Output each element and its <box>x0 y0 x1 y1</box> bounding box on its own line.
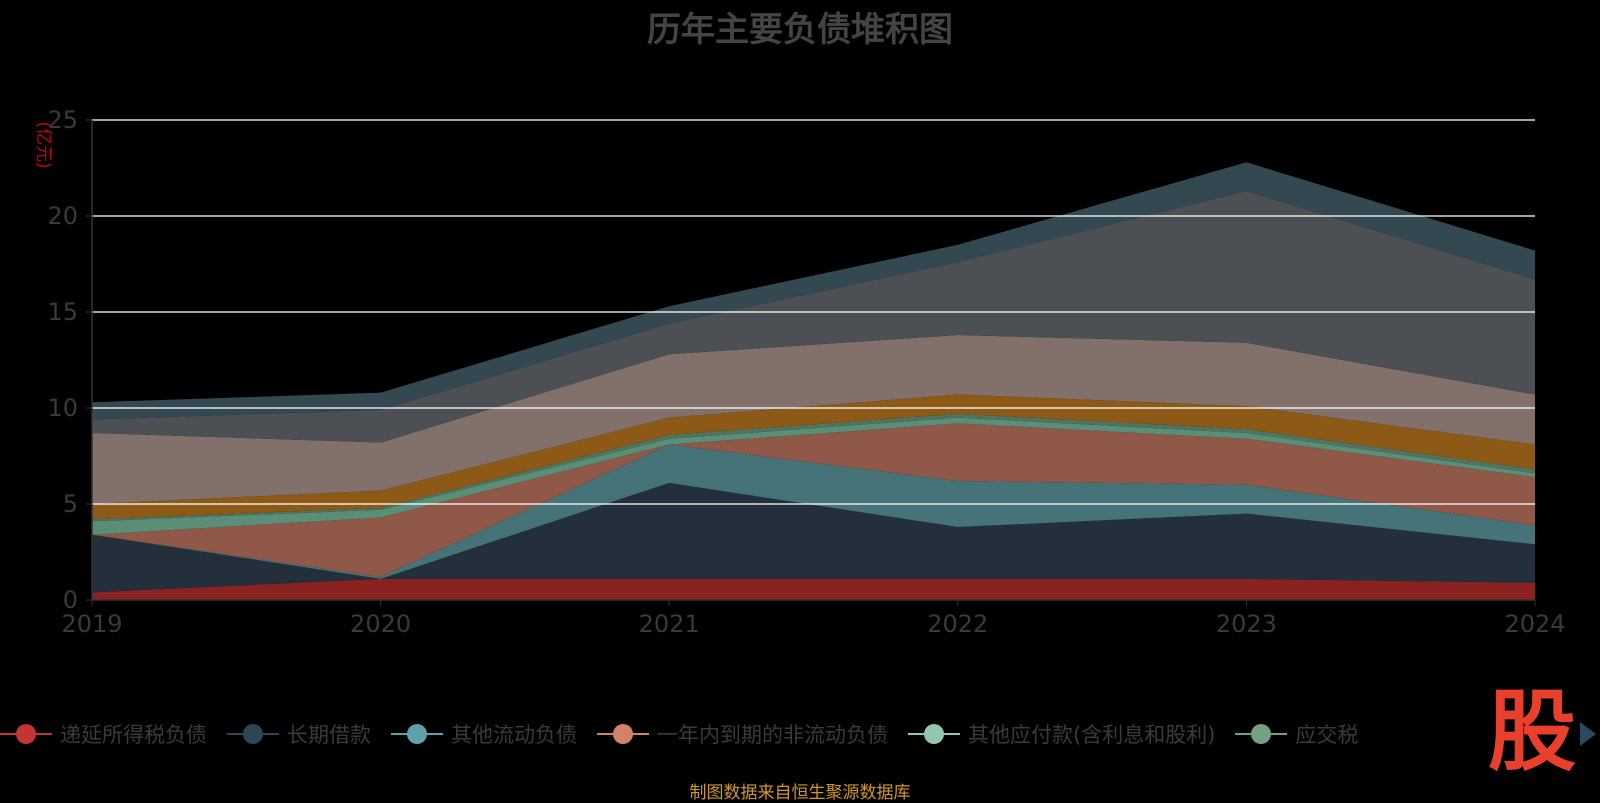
y-tick-label-5: 5 <box>63 490 78 518</box>
y-tick-label-10: 10 <box>47 394 78 422</box>
area-series-4[interactable] <box>92 417 1535 535</box>
area-series-9[interactable] <box>92 162 1535 420</box>
y-tick-label-20: 20 <box>47 202 78 230</box>
axes: 0 5 10 15 20 25 2019 2020 2021 2022 2023 2024 <box>47 106 1565 638</box>
stock-logo: 股 <box>1488 680 1577 783</box>
y-tick-label-15: 15 <box>47 298 78 326</box>
legend-marker-icon <box>391 724 443 744</box>
legend-label: 递延所得税负债 <box>60 723 207 747</box>
legend: 递延所得税负债 长期借款 其他流动负债 一年内到期的非流动负债 其他应付款(含利息和股利… <box>0 716 1480 752</box>
legend-next-page-arrow[interactable] <box>1580 722 1596 746</box>
area-series-1[interactable] <box>92 482 1535 593</box>
legend-label: 应交税 <box>1295 723 1359 747</box>
area-series-3[interactable] <box>92 423 1535 577</box>
area-series-group <box>92 162 1535 600</box>
legend-item-1[interactable]: 长期借款 <box>227 716 371 752</box>
legend-item-2[interactable]: 其他流动负债 <box>391 716 577 752</box>
x-tick-label-2023: 2023 <box>1216 610 1277 638</box>
legend-label: 一年内到期的非流动负债 <box>657 723 888 747</box>
x-tick-label-2021: 2021 <box>639 610 700 638</box>
legend-marker-icon <box>908 724 960 744</box>
y-tick-label-0: 0 <box>63 586 78 614</box>
legend-marker-icon <box>1235 724 1288 744</box>
area-series-2[interactable] <box>92 444 1535 579</box>
gridlines <box>92 119 1535 505</box>
area-series-8[interactable] <box>92 191 1535 443</box>
legend-marker-icon <box>0 724 52 744</box>
chart-title: 历年主要负债堆积图 <box>647 10 953 50</box>
legend-label: 其他应付款(含利息和股利) <box>968 723 1216 747</box>
legend-item-0[interactable]: 递延所得税负债 <box>0 716 207 752</box>
legend-item-3[interactable]: 一年内到期的非流动负债 <box>597 716 888 752</box>
legend-label: 长期借款 <box>287 723 371 747</box>
y-axis-unit-label: (亿元) <box>33 121 53 168</box>
area-series-6[interactable] <box>92 394 1535 520</box>
legend-marker-icon <box>597 724 649 744</box>
data-source-note: 制图数据来自恒生聚源数据库 <box>689 783 911 803</box>
area-series-7[interactable] <box>92 335 1535 504</box>
legend-item-4[interactable]: 其他应付款(含利息和股利) <box>908 716 1215 752</box>
y-tick-label-25: 25 <box>47 106 78 134</box>
x-tick-label-2022: 2022 <box>927 610 988 638</box>
x-tick-label-2024: 2024 <box>1504 610 1565 638</box>
x-tick-label-2019: 2019 <box>61 610 122 638</box>
legend-marker-icon <box>227 724 279 744</box>
x-tick-label-2020: 2020 <box>350 610 411 638</box>
legend-label: 其他流动负债 <box>451 723 577 747</box>
stacked-area-chart: 0 5 10 15 20 25 2019 2020 2021 2022 2023 2024 (亿元) <box>33 106 1566 638</box>
legend-item-5[interactable]: 应交税 <box>1235 716 1358 752</box>
area-series-0[interactable] <box>92 578 1535 600</box>
